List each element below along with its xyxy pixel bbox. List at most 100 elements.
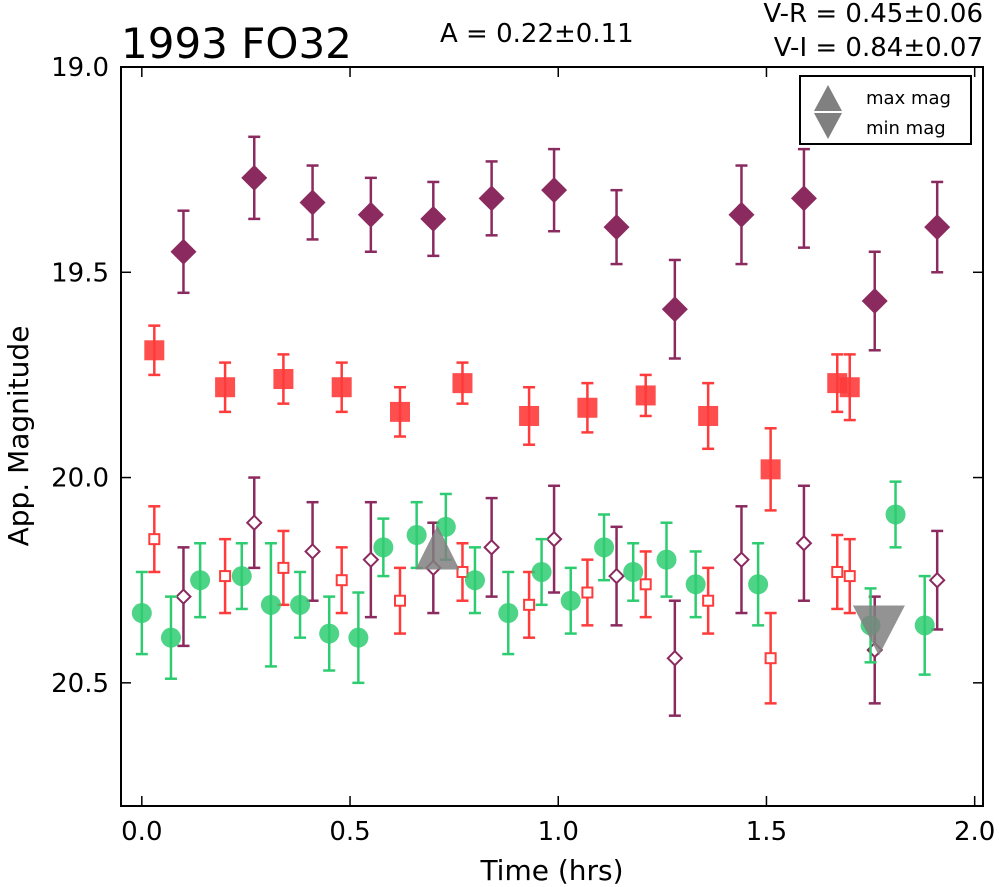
max-mag-marker [415, 525, 460, 570]
data-point-diamond [666, 649, 684, 667]
x-axis-label: Time (hrs) [479, 854, 623, 887]
data-point-circle [260, 594, 281, 615]
data-point-diamond [545, 530, 563, 548]
data-point-square [831, 565, 844, 578]
data-point-square [639, 578, 652, 591]
data-point-square [394, 594, 407, 607]
data-point-circle [594, 537, 615, 558]
x-tick-label: 0.5 [329, 817, 370, 847]
data-point-diamond [478, 185, 505, 212]
v-i-annotation: V-I = 0.84±0.07 [774, 33, 983, 63]
data-point-diamond [603, 214, 630, 241]
data-point-square [148, 533, 161, 546]
data-point-circle [435, 516, 456, 537]
data-point-diamond [175, 588, 192, 606]
y-axis-label: App. Magnitude [2, 326, 35, 547]
data-point-diamond [362, 551, 380, 569]
data-marks [131, 135, 951, 717]
data-point-square [335, 574, 348, 587]
x-tick-label: 1.5 [746, 817, 787, 847]
data-point-diamond [728, 201, 755, 228]
x-tick-label: 0.0 [121, 817, 162, 847]
data-point-circle [160, 627, 181, 648]
data-point-circle [885, 504, 906, 525]
data-point-diamond [420, 205, 447, 232]
data-point-circle [531, 561, 552, 582]
series-6-triangle-down-filled [852, 605, 905, 656]
series-4-circle-filled [131, 480, 935, 685]
chart-title: 1993 FO32 [121, 19, 352, 68]
data-point-circle [498, 603, 519, 624]
data-point-square [390, 401, 411, 422]
data-point-diamond [924, 214, 951, 241]
plot-frame [120, 66, 984, 807]
data-point-circle [623, 561, 644, 582]
data-point-circle [685, 574, 706, 595]
series-1-square-filled [144, 324, 860, 512]
data-point-square [144, 340, 165, 361]
data-point-circle [560, 590, 581, 611]
data-point-diamond [245, 514, 263, 532]
x-tick-label: 1.0 [538, 817, 579, 847]
data-point-circle [231, 566, 252, 587]
data-point-square [273, 369, 294, 390]
data-point-square [760, 459, 781, 480]
data-point-square [219, 570, 232, 583]
y-tick-label: 19.5 [51, 258, 109, 288]
data-point-diamond [241, 164, 268, 191]
data-point-diamond [170, 238, 197, 265]
legend-label-min-mag: min mag [866, 118, 946, 139]
legend: max mag min mag [799, 75, 972, 145]
data-point-circle [131, 603, 152, 624]
data-point-circle [464, 570, 485, 591]
data-point-diamond [795, 534, 813, 552]
data-point-square [698, 405, 719, 426]
data-point-square [843, 570, 856, 583]
series-5-triangle-up-filled [415, 525, 460, 570]
y-tick-label: 20.5 [51, 669, 109, 699]
data-point-square [581, 586, 594, 599]
series-3-square-open [148, 505, 856, 705]
data-point-square [331, 377, 352, 398]
legend-max-mag-triangle-up-icon [814, 85, 842, 111]
data-point-diamond [483, 538, 501, 556]
data-point-circle [656, 549, 677, 570]
data-point-diamond [928, 571, 946, 589]
data-point-circle [319, 623, 340, 644]
x-tick-label: 2.0 [954, 817, 995, 847]
data-point-square [523, 598, 536, 611]
data-point-square [519, 405, 540, 426]
data-point-circle [348, 627, 369, 648]
data-point-square [215, 377, 236, 398]
legend-min-mag-triangle-down-icon [814, 113, 842, 139]
data-point-circle [373, 537, 394, 558]
data-point-square [577, 397, 598, 418]
amplitude-annotation: A = 0.22±0.11 [440, 19, 634, 49]
y-tick-label: 20.0 [51, 464, 109, 494]
data-point-diamond [541, 177, 568, 204]
data-point-square [702, 594, 715, 607]
data-point-diamond [861, 288, 888, 315]
data-point-diamond [790, 185, 817, 212]
min-mag-marker [852, 605, 905, 656]
data-point-circle [290, 594, 311, 615]
data-point-diamond [733, 551, 750, 569]
y-tick-label: 19.0 [51, 53, 109, 83]
data-point-diamond [357, 201, 384, 228]
data-point-diamond [608, 567, 625, 585]
data-point-circle [748, 574, 769, 595]
data-point-circle [406, 525, 427, 546]
axis-ticks: 0.0 0.5 1.0 1.5 2.0 19.0 19.5 20.0 20.5 [51, 53, 995, 847]
data-point-diamond [299, 189, 326, 216]
data-point-circle [914, 615, 935, 636]
data-point-circle [190, 570, 211, 591]
data-point-diamond [661, 296, 688, 323]
legend-label-max-mag: max mag [866, 88, 951, 109]
data-point-square [452, 373, 473, 394]
data-point-diamond [304, 543, 321, 560]
data-point-square [456, 565, 469, 578]
data-point-square [277, 561, 290, 574]
v-r-annotation: V-R = 0.45±0.06 [763, 0, 983, 29]
